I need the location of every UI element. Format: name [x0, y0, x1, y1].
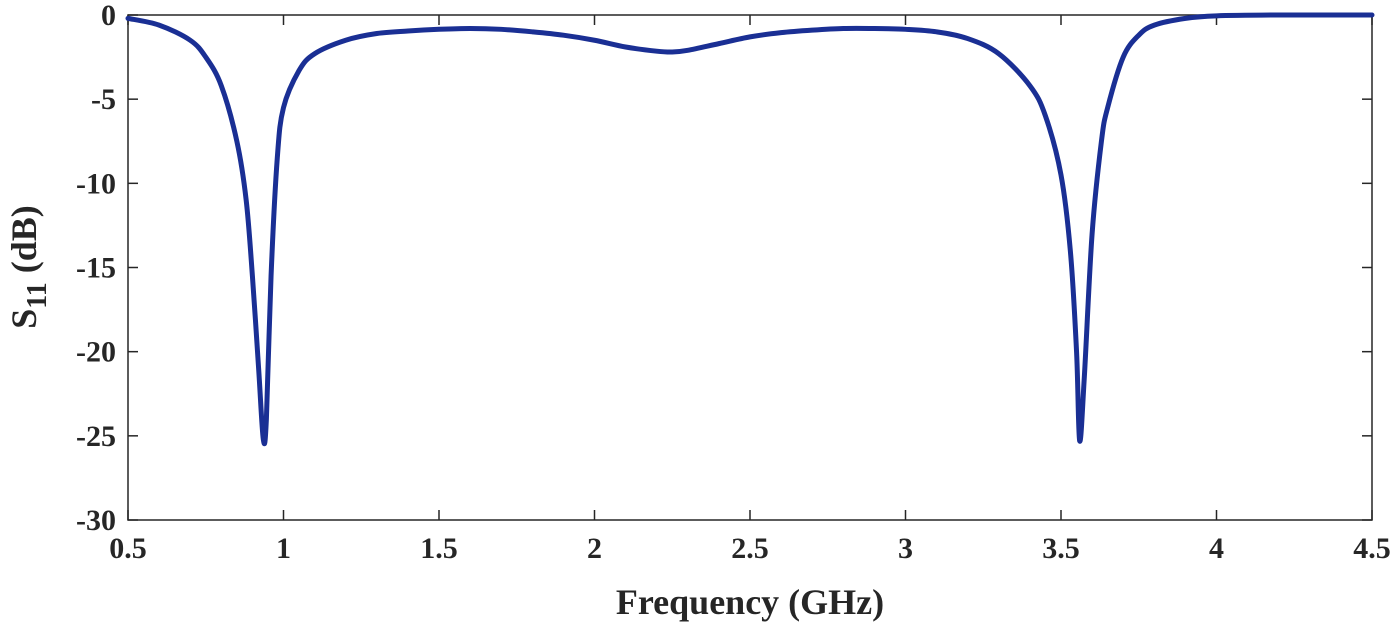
y-tick-label: -25	[76, 420, 116, 453]
x-tick-label: 1.5	[420, 532, 458, 565]
x-tick-label: 4.5	[1353, 532, 1391, 565]
plot-frame	[127, 14, 1373, 521]
x-tick-label: 2	[587, 532, 602, 565]
y-tick-label: 0	[101, 0, 116, 32]
plot-area-border	[127, 14, 1373, 521]
y-tick-label: -15	[76, 252, 116, 285]
x-axis-label: Frequency (GHz)	[616, 582, 884, 622]
x-tick-label: 2.5	[731, 532, 769, 565]
y-tick-label: -30	[76, 504, 116, 537]
x-tick-label: 0.5	[109, 532, 147, 565]
x-axis-ticks: 0.5 1 1.5 2 2.5 3 3.5 4 4.5	[109, 15, 1391, 565]
y-tick-label: -20	[76, 336, 116, 369]
y-axis-label: S11 (dB)	[4, 205, 53, 329]
x-tick-label: 3.5	[1042, 532, 1080, 565]
y-axis-label-subscript: 11	[22, 282, 53, 308]
y-tick-label: -10	[76, 167, 116, 200]
x-tick-label: 4	[1209, 532, 1224, 565]
s11-curve	[125, 12, 1375, 447]
y-tick-label: -5	[91, 83, 116, 116]
x-tick-label: 1	[276, 532, 291, 565]
y-axis-label-main: S	[4, 309, 44, 329]
x-tick-label: 3	[898, 532, 913, 565]
y-axis-label-suffix: (dB)	[4, 205, 44, 282]
